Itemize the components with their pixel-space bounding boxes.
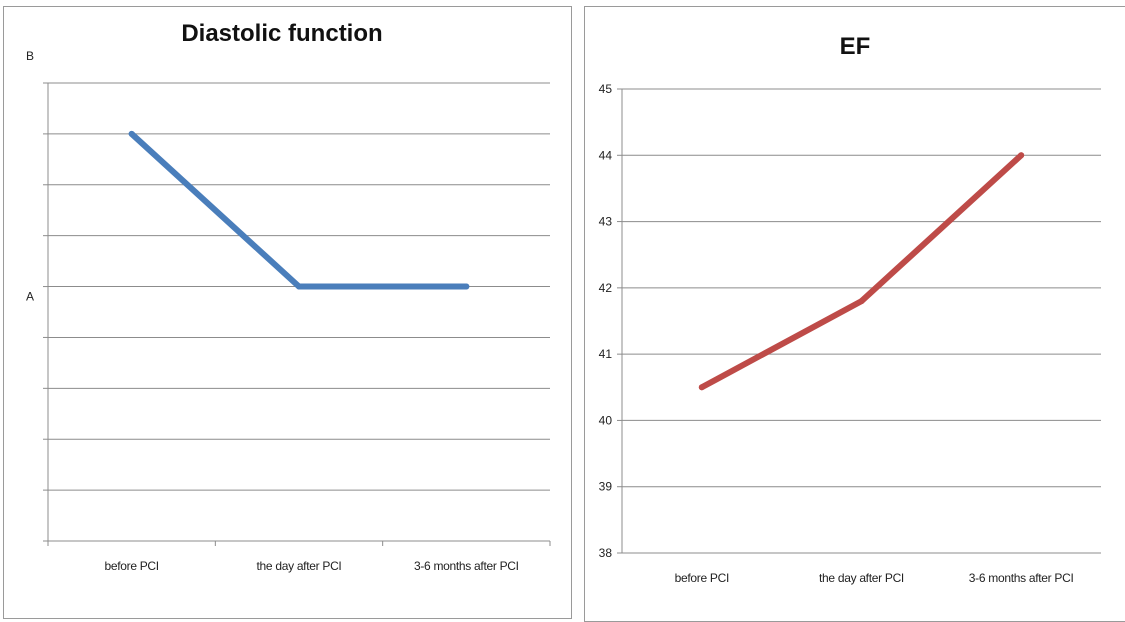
ef-data-point [858,298,865,305]
ef-x-category-label: 3-6 months after PCI [969,571,1074,585]
ef-data-point [698,384,705,391]
ef-y-tick-label: 40 [599,413,613,427]
diastolic-function-chart-panel [3,6,572,619]
diastolic-y-tick-label: B [26,49,34,63]
ef-chart-title: EF [839,33,871,60]
diastolic-data-point [463,283,470,290]
diastolic-x-category-label: the day after PCI [257,559,342,573]
diastolic-chart-title: Diastolic function [181,20,383,47]
diastolic-y-tick-label: A [26,290,34,304]
diastolic-data-point [296,283,302,290]
ef-y-tick-label: 44 [599,148,613,162]
ef-x-category-label: before PCI [675,571,729,585]
ef-y-tick-label: 42 [599,281,613,295]
diastolic-series-line [128,130,470,290]
ef-x-category-label: the day after PCI [819,571,904,585]
ef-series-line [698,152,1025,391]
diastolic-x-category-label: 3-6 months after PCI [414,559,519,573]
ef-chart-panel [584,6,1125,622]
ef-data-point [1018,152,1025,159]
ef-y-tick-label: 41 [599,347,613,361]
diastolic-data-point [128,130,135,137]
ef-y-tick-label: 45 [599,82,613,96]
ef-y-tick-label: 43 [599,215,613,229]
ef-y-tick-label: 38 [599,546,613,560]
ef-y-tick-label: 39 [599,480,613,494]
diastolic-x-category-label: before PCI [104,559,158,573]
